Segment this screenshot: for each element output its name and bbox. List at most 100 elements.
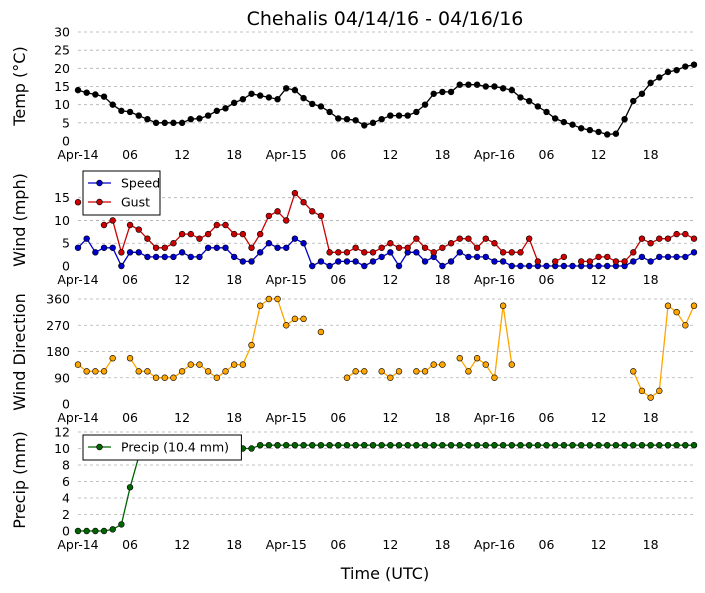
- data-point: [256, 442, 264, 449]
- data-point: [265, 240, 273, 247]
- data-point: [421, 442, 429, 449]
- data-point: [326, 108, 333, 116]
- data-point: [586, 258, 594, 265]
- data-point: [421, 101, 429, 108]
- x-tick-label: Apr-16: [474, 272, 515, 287]
- data-point: [187, 115, 194, 123]
- data-point: [421, 258, 429, 265]
- data-point: [126, 108, 134, 116]
- y-tick-label: 12: [54, 425, 70, 440]
- data-point: [682, 63, 689, 70]
- data-point: [291, 315, 299, 323]
- data-point: [144, 253, 151, 261]
- data-point: [682, 322, 689, 329]
- x-tick-label: 18: [643, 410, 659, 425]
- data-point: [274, 244, 281, 251]
- legend-entry: Gust: [121, 195, 150, 210]
- data-point: [621, 258, 628, 265]
- x-tick-label: Apr-16: [474, 147, 515, 162]
- data-point: [491, 374, 498, 381]
- data-point: [482, 83, 489, 90]
- x-tick-label: 06: [539, 147, 555, 162]
- x-tick-label: 06: [539, 272, 555, 287]
- data-point: [569, 121, 576, 128]
- x-tick-label: 18: [226, 147, 242, 162]
- data-point: [170, 240, 177, 247]
- data-point: [430, 442, 437, 449]
- data-point: [656, 442, 663, 449]
- data-point: [525, 262, 533, 270]
- data-point: [204, 112, 212, 119]
- data-point: [361, 262, 368, 270]
- data-point: [690, 235, 698, 242]
- data-point: [204, 368, 212, 375]
- data-point: [387, 442, 394, 449]
- data-point: [352, 442, 359, 449]
- y-tick-label: 0: [62, 259, 70, 274]
- legend-marker: [96, 198, 103, 206]
- data-point: [152, 119, 160, 127]
- data-point: [109, 526, 116, 533]
- data-point: [309, 208, 316, 215]
- data-point: [430, 90, 437, 97]
- data-point: [126, 484, 134, 491]
- x-tick-label: 12: [382, 147, 398, 162]
- x-tick-label: 12: [174, 537, 190, 552]
- data-point: [161, 374, 168, 381]
- data-point: [378, 368, 385, 375]
- y-tick-label: 5: [62, 236, 70, 251]
- data-point: [421, 244, 429, 251]
- data-point: [395, 442, 403, 449]
- data-point: [482, 235, 489, 242]
- data-point: [118, 262, 125, 270]
- data-point: [447, 442, 455, 449]
- data-point: [144, 115, 151, 123]
- data-point: [673, 66, 680, 74]
- data-point: [656, 253, 663, 261]
- data-point: [274, 208, 281, 215]
- data-point: [352, 244, 359, 251]
- data-point: [395, 244, 403, 251]
- y-tick-label: 360: [46, 292, 70, 307]
- data-point: [361, 249, 368, 256]
- data-point: [326, 262, 333, 270]
- data-point: [647, 79, 654, 87]
- y-axis-label: Precip (mm): [10, 431, 29, 529]
- data-point: [473, 253, 481, 261]
- data-point: [74, 199, 82, 206]
- data-point: [569, 442, 576, 449]
- x-tick-label: 12: [591, 272, 607, 287]
- data-point: [283, 217, 290, 224]
- data-point: [109, 217, 116, 224]
- x-tick-label: 12: [591, 537, 607, 552]
- data-point: [430, 361, 437, 368]
- legend-entry: Speed: [121, 176, 160, 191]
- data-point: [248, 445, 255, 452]
- data-point: [283, 85, 290, 92]
- legend-marker: [96, 179, 103, 187]
- y-tick-label: 0: [62, 134, 70, 149]
- data-point: [439, 262, 446, 270]
- data-point: [100, 527, 108, 535]
- y-tick-label: 0: [62, 524, 70, 539]
- y-tick-label: 15: [54, 190, 70, 205]
- series-line: [77, 64, 695, 136]
- x-tick-label: Apr-16: [474, 410, 515, 425]
- data-point: [647, 240, 654, 247]
- data-point: [274, 442, 281, 449]
- data-point: [83, 368, 90, 375]
- data-point: [421, 368, 429, 375]
- data-point: [638, 442, 646, 449]
- data-point: [274, 96, 281, 103]
- data-point: [170, 119, 177, 127]
- x-tick-label: Apr-14: [57, 272, 98, 287]
- data-point: [291, 235, 299, 242]
- y-tick-label: 90: [54, 370, 70, 385]
- data-point: [560, 253, 568, 261]
- data-point: [447, 88, 455, 96]
- data-point: [673, 308, 680, 316]
- data-point: [187, 230, 194, 238]
- data-point: [161, 253, 168, 261]
- data-point: [361, 442, 368, 449]
